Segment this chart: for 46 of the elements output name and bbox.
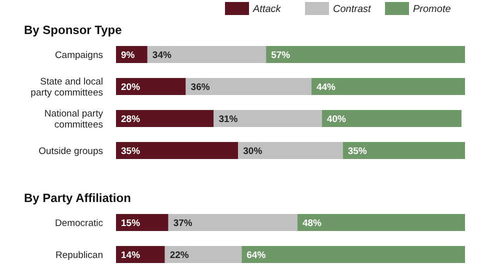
bar [266,46,465,63]
bar [116,246,165,263]
bar [116,110,214,127]
data-label: 30% [243,146,263,157]
bar [147,46,266,63]
y-tick-label: Republican [55,250,103,261]
chart-title: By Party Affiliation [24,191,131,205]
chart-title: By Sponsor Type [24,23,122,37]
data-label: 28% [121,114,141,125]
bar [186,78,312,95]
data-label: 20% [121,82,141,93]
data-label: 22% [170,250,190,261]
bar [242,246,465,263]
data-label: 15% [121,218,141,229]
legend-label: Promote [413,4,452,15]
y-tick-label: Outside groups [38,146,104,157]
bar [214,110,322,127]
bar [342,142,465,159]
data-label: 14% [121,250,141,261]
legend-label: Attack [252,4,282,15]
y-tick-label: State and local party committees [30,76,104,98]
data-label: 44% [316,82,336,93]
data-label: 9% [121,50,136,61]
bar [297,214,465,231]
data-label: 34% [152,50,172,61]
bar [322,110,462,127]
bar [168,214,298,231]
data-label: 48% [302,218,322,229]
bar [311,78,465,95]
data-label: 31% [218,114,238,125]
data-label: 57% [271,50,291,61]
bar [238,142,343,159]
data-label: 64% [246,250,266,261]
y-tick-label: National party committees [44,108,104,130]
bar [116,214,168,231]
legend-label: Contrast [333,4,372,15]
y-tick-label: Democratic [54,218,104,229]
bar [164,246,242,263]
data-label: 37% [173,218,193,229]
bar [116,142,238,159]
data-label: 40% [326,114,346,125]
bar [116,78,186,95]
y-tick-label: Campaigns [54,50,104,61]
data-label: 36% [190,82,210,93]
data-label: 35% [348,146,368,157]
data-label: 35% [121,146,141,157]
